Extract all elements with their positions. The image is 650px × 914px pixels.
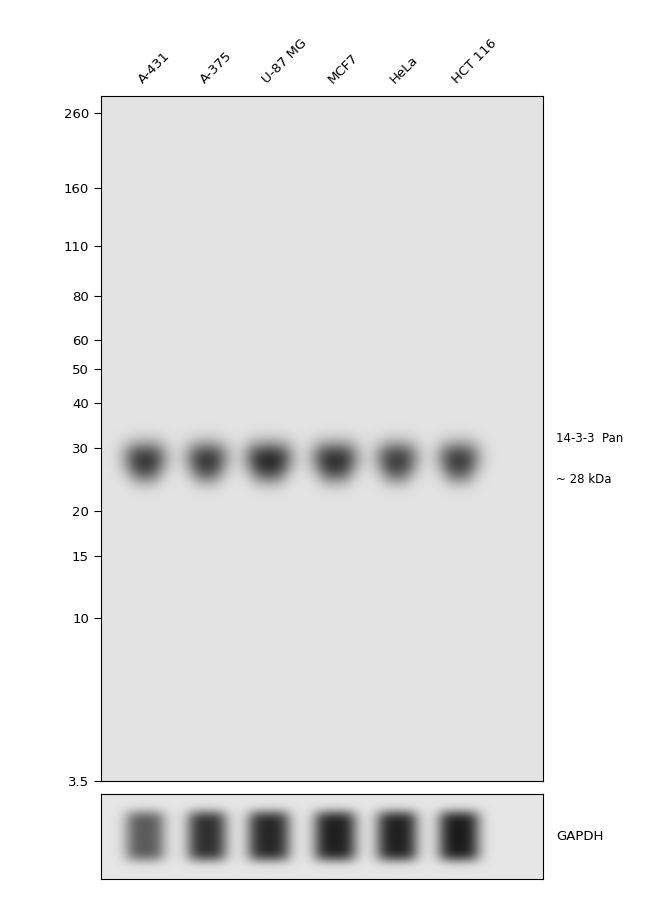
- Text: MCF7: MCF7: [326, 50, 361, 86]
- Text: U-87 MG: U-87 MG: [259, 36, 309, 86]
- Text: HeLa: HeLa: [387, 53, 421, 86]
- Text: ~ 28 kDa: ~ 28 kDa: [556, 473, 612, 485]
- Text: A-431: A-431: [136, 49, 172, 86]
- Text: A-375: A-375: [198, 48, 235, 86]
- Text: GAPDH: GAPDH: [556, 830, 603, 844]
- Text: HCT 116: HCT 116: [450, 37, 499, 86]
- Text: 14-3-3  Pan: 14-3-3 Pan: [556, 431, 623, 444]
